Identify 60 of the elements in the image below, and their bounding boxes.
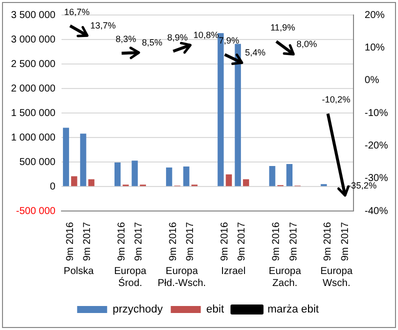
y-tick-label: 2 500 000 — [10, 58, 56, 70]
bar — [226, 174, 232, 186]
bar — [183, 166, 190, 186]
y2-tick-label: 0% — [364, 75, 380, 86]
text: Polska — [64, 266, 94, 277]
legend-label: ebit — [206, 304, 224, 316]
y2-tick-label: -20% — [364, 140, 388, 152]
x-tick-label: 9m 2016 — [64, 222, 76, 262]
data-label: 13,7% — [90, 20, 116, 31]
legend-label: marża ebit — [268, 304, 319, 316]
data-label: 8,3% — [116, 34, 136, 44]
bar — [80, 134, 86, 186]
text: Europa Płd.-Wsch. — [158, 266, 206, 289]
data-label: 10,8% — [193, 30, 219, 40]
legend-label: przychody — [112, 304, 164, 316]
text: Izrael — [221, 266, 246, 277]
bar — [71, 176, 78, 186]
y-tick-label: 0 — [50, 181, 56, 192]
x-tick-label: 9m 2016 — [116, 222, 128, 262]
y-tick-label: 500 000 — [19, 156, 56, 168]
data-label: 11,9% — [270, 22, 296, 32]
y-tick-label: -500 000 — [16, 206, 56, 217]
y2-tick-label: -10% — [364, 108, 388, 119]
text: Europa Środ. — [114, 266, 147, 289]
data-label: 5,4% — [244, 48, 266, 58]
x-tick-label: 9m 2016 — [271, 222, 282, 262]
x-tick-label: 9m 2017 — [288, 222, 300, 262]
x-tick-label: 9m 2017 — [134, 222, 145, 262]
data-label: 8,0% — [296, 39, 318, 50]
y-tick-label: 2 000 000 — [10, 83, 56, 94]
text: Europa Wsch. — [320, 266, 354, 289]
bar — [132, 160, 138, 186]
bar — [88, 179, 94, 186]
y2-tick-label: 20% — [364, 10, 385, 21]
bar — [242, 179, 250, 186]
bar — [62, 128, 70, 186]
x-tick-label: 9m 2017 — [82, 222, 94, 262]
y2-tick-label: 10% — [364, 42, 385, 54]
y-tick-label: 3 500 000 — [10, 10, 56, 21]
x-tick-label: 9m 2016 — [168, 222, 179, 262]
data-label: 16,7% — [64, 6, 90, 17]
data-label: -10,2% — [322, 94, 350, 105]
x-tick-label: 9m 2016 — [220, 222, 231, 262]
bar — [286, 164, 292, 186]
data-label: 8,9% — [167, 32, 188, 42]
y-tick-label: 3 000 000 — [10, 34, 56, 46]
data-label: -35,2% — [348, 180, 377, 190]
y-tick-label: 1 500 000 — [10, 108, 56, 119]
x-tick-label: 9m 2017 — [340, 222, 351, 262]
x-tick-label: 9m 2017 — [185, 222, 196, 262]
bar — [114, 162, 121, 186]
text: Europa Zach. — [268, 266, 302, 289]
bar — [269, 166, 276, 186]
bar — [234, 44, 241, 186]
x-tick-label: 9m 2016 — [322, 222, 334, 262]
x-tick-label: 9m 2017 — [236, 222, 248, 262]
data-label: 8,5% — [142, 38, 162, 48]
y-tick-label: 1 000 000 — [10, 132, 56, 144]
y2-tick-label: -40% — [364, 206, 388, 217]
bar — [166, 167, 172, 186]
